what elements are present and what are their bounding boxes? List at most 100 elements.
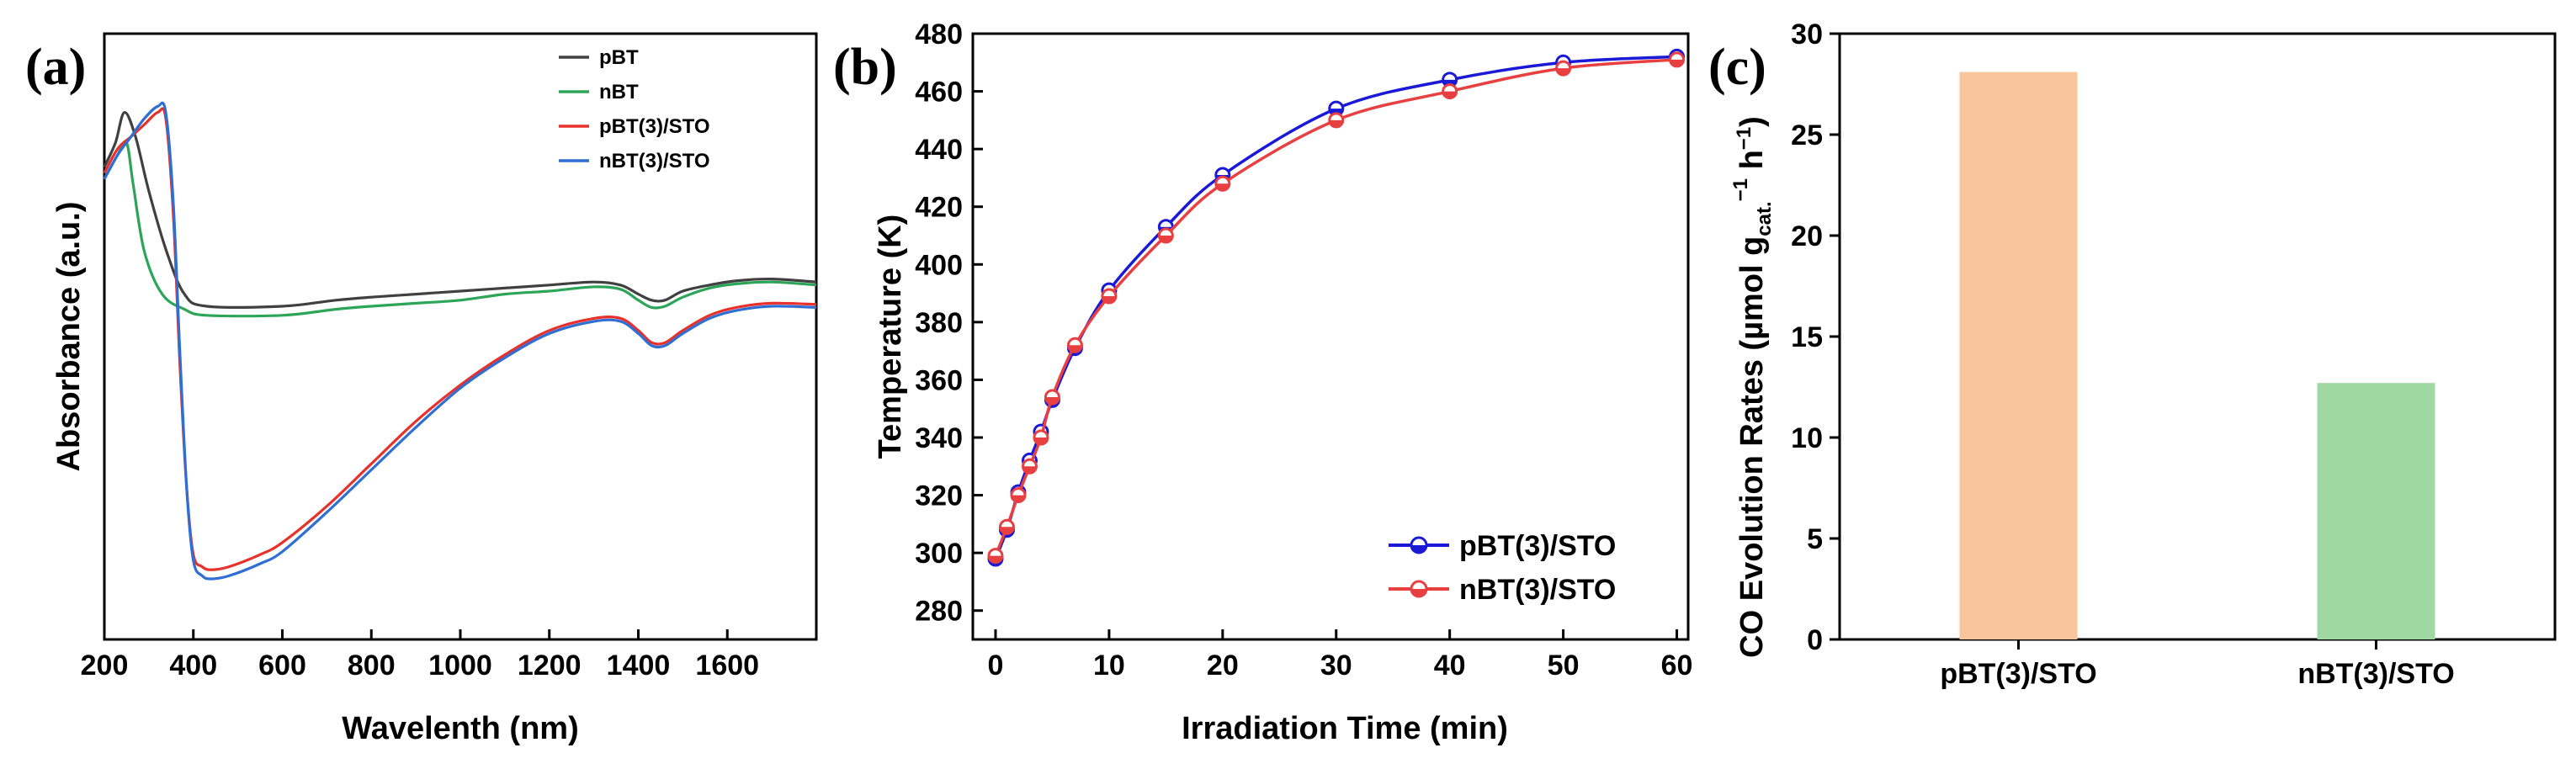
panel-b-point-fill [1022,466,1037,474]
panel-b-x-tick-label: 10 [1093,650,1125,681]
panel-a-x-axis-title: Wavelenth (nm) [342,711,579,746]
panel-b-data-point [1555,60,1572,77]
panel-b-data-point [1214,175,1231,192]
panel-a-x-tick-label: 1200 [518,650,582,681]
panel-b-data-point [1066,337,1083,353]
panel-b-data-point [1010,487,1027,504]
panel-b-axes-frame [971,32,1690,641]
panel-b-y-axis-title: Temperature (K) [873,215,908,459]
panel-b-point-fill [1329,119,1343,127]
panel-b-y-tick-label: 440 [915,134,963,166]
panel-b-y-tick-label: 420 [915,192,963,224]
panel-b-point-fill [1068,345,1082,353]
panel-c-ylabel-main: CO Evolution Rates (µmol g [1734,236,1770,658]
panel-b-data-point [987,548,1004,565]
panel-b-point-fill [1011,495,1025,502]
panel-b-data-point [1157,227,1174,244]
panel-b-series-line-nBT(3)/STO [994,58,1677,557]
panel-c-y-ticks: 0 5 10 15 20 25 30 [1791,19,1840,656]
panel-c-y-tick-label: 15 [1791,321,1823,353]
panel-a-legend-label: pBT(3)/STO [599,115,710,138]
panel-b-y-tick-label: 300 [915,538,963,570]
panel-c-y-tick-label: 0 [1807,624,1823,656]
panel-c-axes-frame [1838,32,2557,641]
panel-a-series-line-pBT(3)/STO [103,107,817,571]
panel-a-x-tick-label: 400 [169,650,217,681]
panel-a-x-tick-label: 1400 [607,650,671,681]
panel-b-series-line-pBT(3)/STO [994,55,1677,560]
panel-b-legend-label: nBT(3)/STO [1459,574,1616,606]
panel-b-point-fill [1556,68,1570,76]
panel-b-x-tick-label: 30 [1320,650,1352,681]
panel-b-point-fill [1102,296,1116,303]
panel-c-ylabel-tail: h [1734,150,1770,178]
panel-b-label: (b) [833,39,897,96]
panel-b-x-tick-label: 50 [1548,650,1580,681]
panel-c-x-tick-label: pBT(3)/STO [1940,658,2096,690]
panel-a-legend-label: pBT [599,46,639,69]
panel-c-y-tick-label: 25 [1791,119,1823,151]
panel-a-series-group [103,101,817,581]
panel-b-point-fill [1215,183,1230,191]
panel-b-data-point [998,518,1015,535]
panel-b-x-tick-label: 60 [1661,650,1693,681]
panel-a-x-tick-label: 1000 [428,650,492,681]
panel-a-x-ticks: 200 400 600 800 1000 1200 1400 1600 [81,629,759,681]
panel-b-x-tick-label: 20 [1207,650,1239,681]
panel-b-point-fill [1000,527,1014,534]
panel-a-x-tick-label: 800 [348,650,396,681]
panel-b-legend-marker-fill [1411,545,1426,553]
panel-c-bar-pBT(3)/STO [1959,72,2078,640]
panel-b-legend-marker-fill [1411,589,1426,597]
panel-a-series-line-nBT [103,140,817,318]
panel-a-x-tick-label: 1600 [695,650,759,681]
panel-a-legend-label: nBT(3)/STO [599,150,710,172]
panel-b-point-fill [1045,397,1060,404]
panel-c-ylabel-sup: −1 [1729,178,1752,201]
panel-b-y-tick-label: 480 [915,19,963,50]
panel-b-legend: pBT(3)/STO nBT(3)/STO [1389,530,1616,606]
panel-b-y-tick-label: 340 [915,422,963,454]
panel-b-y-tick-label: 320 [915,480,963,512]
panel-b-data-point [1044,389,1060,406]
panel-a-series-line-pBT [103,111,817,309]
panel-c-ylabel-sup2: −1 [1733,127,1755,150]
panel-b-data-point [1101,288,1118,305]
panel-b-y-tick-label: 460 [915,77,963,109]
panel-c-y-tick-label: 30 [1791,19,1823,50]
panel-b-data-point [1328,112,1345,129]
panel-b-data-point [1021,458,1038,475]
panel-c: (c) 0 5 10 15 20 25 30 pBT(3)/STO nBT(3)/STO CO… [1708,19,2557,690]
panel-c-y-tick-label: 20 [1791,220,1823,252]
panel-a-x-tick-label: 600 [258,650,306,681]
panel-a-legend: pBT nBT pBT(3)/STO nBT(3)/STO [559,46,710,172]
panel-c-y-axis-title: CO Evolution Rates (µmol gcat.−1 h−1) [1729,116,1776,658]
panel-a-y-axis-title: Absorbance (a.u.) [51,202,87,472]
panel-c-bars: pBT(3)/STO nBT(3)/STO [1940,72,2455,690]
panel-b-data-point [1442,83,1458,100]
panel-b-y-tick-label: 280 [915,596,963,628]
panel-b-point-fill [1159,236,1173,242]
panel-b-point-fill [1442,91,1457,98]
panel-b-x-tick-label: 40 [1434,650,1466,681]
panel-b-y-tick-label: 380 [915,307,963,339]
panel-c-ylabel-sub: cat. [1753,201,1776,236]
panel-b-legend-label: pBT(3)/STO [1459,530,1616,562]
panel-b-point-fill [1670,59,1684,66]
panel-c-label: (c) [1708,39,1766,96]
panel-c-ylabel-end: ) [1734,116,1770,127]
panel-c-y-tick-label: 10 [1791,422,1823,454]
panel-b-x-axis-title: Irradiation Time (min) [1182,711,1508,746]
panel-a: (a) 200 400 600 800 1000 1200 1400 1600 Wavelen… [25,32,818,746]
panel-b-series-group [987,48,1686,567]
panel-a-legend-label: nBT [599,81,639,103]
panel-a-label: (a) [25,39,86,96]
panel-c-y-tick-label: 5 [1807,523,1823,555]
panel-b-x-ticks: 0 10 20 30 40 50 60 [988,629,1693,681]
panel-b-y-ticks: 280 300 320 340 360 380 400 420 440 460 480 [915,19,983,628]
panel-b-x-tick-label: 0 [988,650,1004,681]
panel-b-data-point [1669,51,1686,68]
panel-a-x-tick-label: 200 [81,650,129,681]
panel-b-point-fill [1033,438,1048,444]
